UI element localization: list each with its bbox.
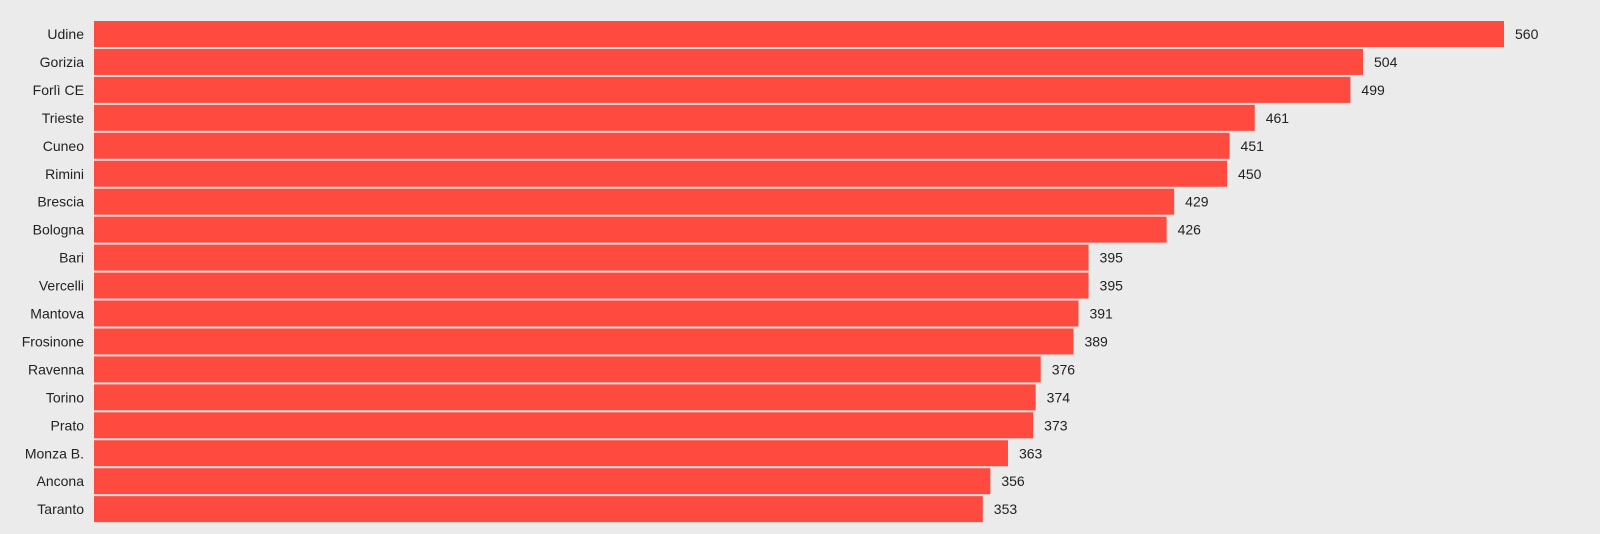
value-label-10: 391 (1089, 306, 1113, 322)
value-label-11: 389 (1084, 333, 1108, 349)
value-label-14: 373 (1044, 417, 1068, 433)
value-label-3: 461 (1266, 110, 1290, 126)
value-label-5: 450 (1238, 166, 1262, 182)
category-label-12: Ravenna (28, 361, 84, 377)
bar-16 (94, 468, 991, 495)
value-label-16: 356 (1001, 473, 1025, 489)
category-label-1: Gorizia (40, 54, 85, 70)
value-label-9: 395 (1100, 278, 1124, 294)
category-label-14: Prato (51, 417, 85, 433)
bar-9 (94, 272, 1089, 299)
category-labels-group: Udine Gorizia Forlì CE Trieste Cuneo Rimini Br… (22, 26, 84, 517)
category-label-15: Monza B. (25, 445, 84, 461)
category-label-6: Brescia (37, 194, 84, 210)
bar-3 (94, 104, 1255, 131)
category-label-3: Trieste (42, 110, 84, 126)
bar-17 (94, 496, 983, 523)
bar-6 (94, 188, 1175, 215)
category-label-9: Vercelli (39, 278, 84, 294)
value-label-13: 374 (1047, 389, 1071, 405)
category-label-11: Frosinone (22, 333, 84, 349)
value-label-6: 429 (1185, 194, 1209, 210)
value-label-4: 451 (1241, 138, 1265, 154)
bar-8 (94, 244, 1089, 271)
bar-14 (94, 412, 1034, 439)
category-label-4: Cuneo (43, 138, 84, 154)
category-label-0: Udine (47, 26, 84, 42)
value-label-0: 560 (1515, 26, 1539, 42)
bar-4 (94, 132, 1230, 159)
bar-0 (94, 21, 1504, 47)
bar-1 (94, 48, 1363, 75)
bar-2 (94, 76, 1351, 103)
category-label-17: Taranto (37, 501, 84, 517)
bar-15 (94, 440, 1008, 467)
value-label-2: 499 (1361, 82, 1385, 98)
category-label-16: Ancona (37, 473, 85, 489)
bar-11 (94, 328, 1074, 355)
bar-10 (94, 300, 1079, 327)
category-label-8: Bari (59, 250, 84, 266)
bars-group (94, 21, 1504, 523)
category-label-10: Mantova (30, 306, 84, 322)
value-label-1: 504 (1374, 54, 1398, 70)
category-label-7: Bologna (33, 222, 85, 238)
value-label-7: 426 (1178, 222, 1202, 238)
value-label-8: 395 (1100, 250, 1124, 266)
value-label-15: 363 (1019, 445, 1043, 461)
category-label-2: Forlì CE (33, 82, 84, 98)
value-label-12: 376 (1052, 361, 1076, 377)
value-label-17: 353 (994, 501, 1018, 517)
bar-13 (94, 384, 1036, 411)
bar-12 (94, 356, 1041, 383)
category-label-5: Rimini (45, 166, 84, 182)
category-label-13: Torino (46, 389, 84, 405)
bar-5 (94, 160, 1228, 187)
bar-7 (94, 216, 1167, 243)
